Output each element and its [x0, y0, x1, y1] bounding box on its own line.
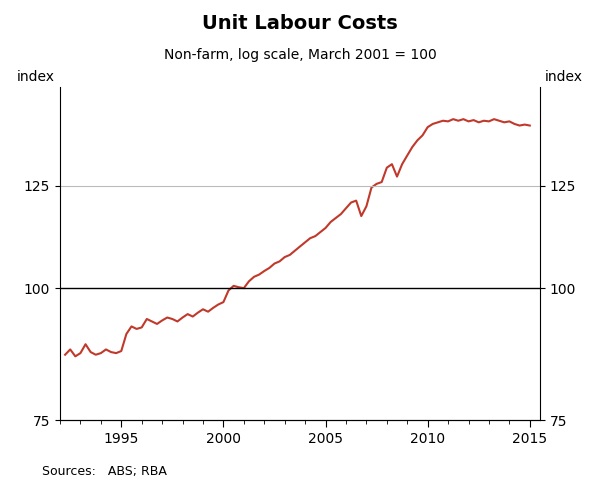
- Text: Sources:   ABS; RBA: Sources: ABS; RBA: [42, 465, 167, 478]
- Text: Non-farm, log scale, March 2001 = 100: Non-farm, log scale, March 2001 = 100: [164, 48, 436, 62]
- Text: index: index: [17, 70, 55, 84]
- Text: Unit Labour Costs: Unit Labour Costs: [202, 14, 398, 33]
- Text: index: index: [545, 70, 583, 84]
